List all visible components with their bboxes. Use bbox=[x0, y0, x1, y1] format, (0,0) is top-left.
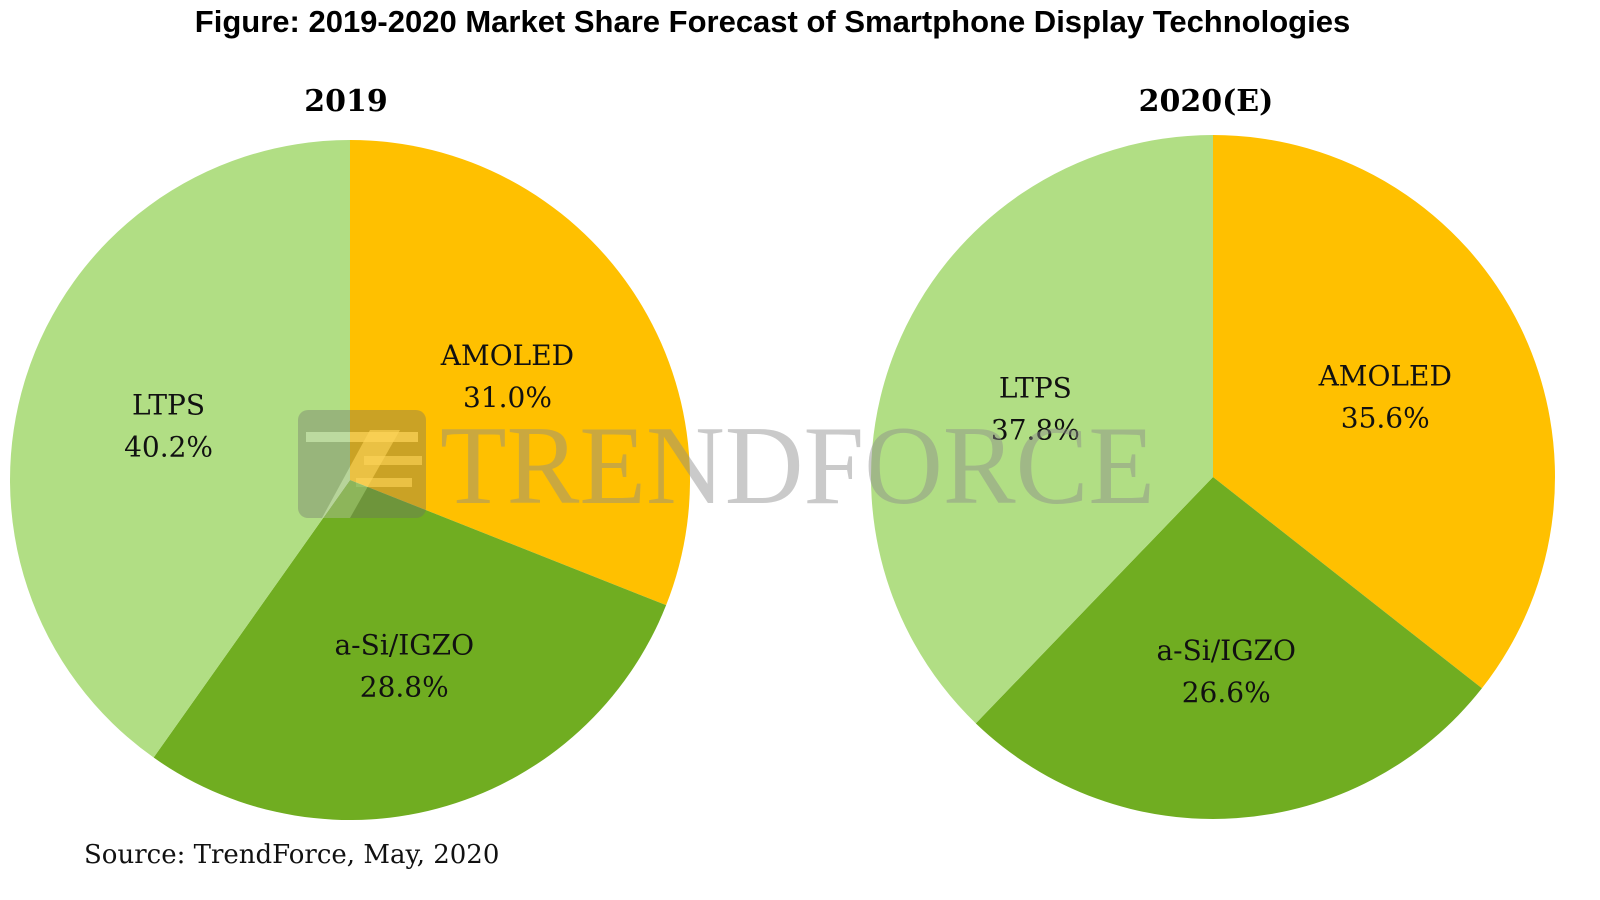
slice-category-label: AMOLED bbox=[1318, 359, 1452, 392]
pie-chart-2019: AMOLED 31.0% a-Si/IGZO 28.8% LTPS 40.2% bbox=[9, 140, 690, 820]
pie-slice-amoled bbox=[350, 140, 690, 606]
pie-title-2019: 2019 bbox=[304, 84, 388, 119]
source-note: Source: TrendForce, May, 2020 bbox=[84, 840, 500, 870]
slice-value-label: 37.8% bbox=[991, 413, 1080, 446]
pie-title-2020e: 2020(E) bbox=[1138, 84, 1274, 119]
slice-category-label: a-Si/IGZO bbox=[1156, 634, 1296, 667]
slice-value-label: 35.6% bbox=[1341, 401, 1430, 434]
slice-category-label: LTPS bbox=[999, 371, 1072, 404]
trendforce-logo-icon bbox=[298, 410, 426, 518]
slice-category-label: LTPS bbox=[132, 388, 205, 421]
slice-value-label: 26.6% bbox=[1182, 676, 1271, 709]
pie-slice-ltps bbox=[870, 134, 1213, 724]
slice-value-label: 31.0% bbox=[463, 381, 552, 414]
pie-slice-ltps bbox=[9, 140, 350, 758]
pie-slice-amoled bbox=[1213, 135, 1555, 689]
pie-slice-a-si-igzo bbox=[975, 477, 1482, 820]
figure-title: Figure: 2019-2020 Market Share Forecast … bbox=[194, 4, 1351, 39]
slice-value-label: 28.8% bbox=[360, 671, 449, 704]
trendforce-watermark: TRENDFORCE bbox=[298, 404, 1155, 528]
pie-slice-a-si-igzo bbox=[153, 480, 667, 820]
slice-category-label: a-Si/IGZO bbox=[334, 629, 474, 662]
slice-category-label: AMOLED bbox=[440, 339, 574, 372]
slice-value-label: 40.2% bbox=[124, 430, 213, 463]
watermark-text: TRENDFORCE bbox=[440, 404, 1155, 528]
pie-chart-2020e: AMOLED 35.6% a-Si/IGZO 26.6% LTPS 37.8% bbox=[870, 134, 1555, 820]
